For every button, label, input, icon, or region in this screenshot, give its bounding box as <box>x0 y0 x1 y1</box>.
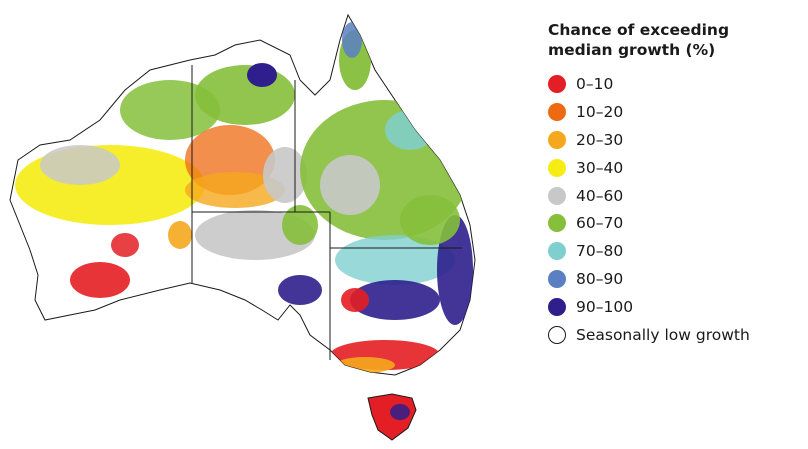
legend-item: 70–80 <box>548 237 798 265</box>
legend-item: 10–20 <box>548 98 798 126</box>
legend-item: 30–40 <box>548 154 798 182</box>
legend-label: 70–80 <box>576 242 624 261</box>
legend-label: 80–90 <box>576 270 624 289</box>
legend-swatch <box>548 130 566 149</box>
legend-items: 0–10 10–20 20–30 30–40 40–60 60–70 70–80 80–90 9… <box>548 70 798 349</box>
sa-green <box>282 205 318 245</box>
nt-yellow <box>185 172 285 208</box>
qld-cape-blue <box>342 22 362 58</box>
nt-top-end-green <box>195 65 295 125</box>
nt-grey <box>263 147 307 203</box>
sa-blue <box>278 275 322 305</box>
legend-swatch <box>548 186 566 205</box>
australia-growth-map <box>9 13 476 441</box>
wa-southwest-red <box>111 233 139 257</box>
legend-label: 90–100 <box>576 298 634 317</box>
nsw-blue <box>350 280 440 320</box>
legend-swatch <box>548 242 566 261</box>
legend-swatch <box>548 74 566 93</box>
wa-orange-patch <box>168 221 192 249</box>
map-legend: Chance of exceeding median growth (%) 0–… <box>548 20 798 349</box>
nsw-red <box>341 288 369 312</box>
legend-swatch <box>548 214 566 233</box>
qld-teal <box>385 110 435 150</box>
tasmania-outline <box>367 393 417 441</box>
legend-label: 20–30 <box>576 130 624 149</box>
legend-label: 60–70 <box>576 214 624 233</box>
nt-blue-spot <box>247 63 277 87</box>
legend-item: 0–10 <box>548 70 798 98</box>
legend-label: 0–10 <box>576 74 614 93</box>
legend-title: Chance of exceeding median growth (%) <box>548 20 798 60</box>
legend-title-line1: Chance of exceeding <box>548 21 730 39</box>
legend-item: 90–100 <box>548 293 798 321</box>
legend-item: 80–90 <box>548 265 798 293</box>
state-borders <box>191 65 462 360</box>
qld-grey <box>320 155 380 215</box>
legend-label: 30–40 <box>576 158 624 177</box>
legend-label: 10–20 <box>576 102 624 121</box>
legend-swatch <box>548 158 566 177</box>
nsw-coast-blue <box>437 215 473 325</box>
legend-item: 40–60 <box>548 182 798 210</box>
legend-swatch <box>548 298 566 317</box>
legend-label: Seasonally low growth <box>576 325 750 344</box>
nsw-green <box>400 195 460 245</box>
legend-item: Seasonally low growth <box>548 321 798 349</box>
legend-label: 40–60 <box>576 186 624 205</box>
legend-item: 20–30 <box>548 126 798 154</box>
wa-grey <box>40 145 120 185</box>
legend-swatch <box>548 325 566 344</box>
legend-item: 60–70 <box>548 209 798 237</box>
wa-wheatbelt-red <box>70 262 130 298</box>
legend-title-line2: median growth (%) <box>548 41 716 59</box>
legend-swatch <box>548 102 566 121</box>
legend-swatch <box>548 270 566 289</box>
tas-blue <box>390 404 410 420</box>
